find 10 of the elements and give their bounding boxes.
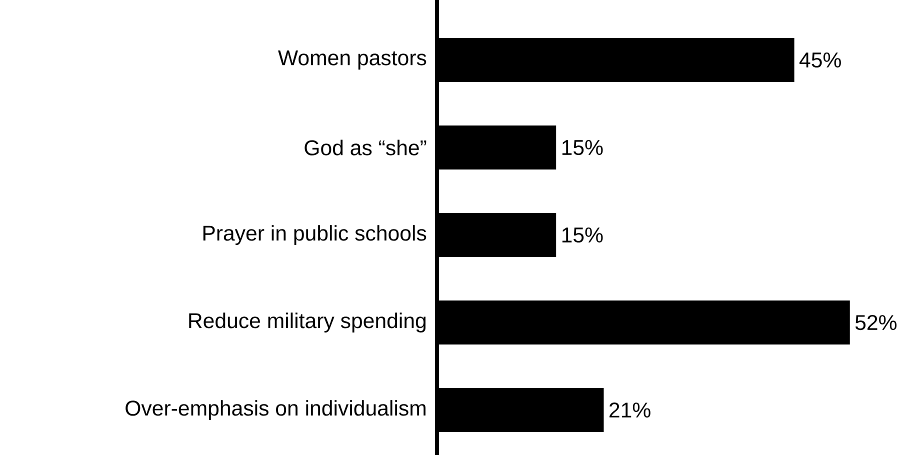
y-tick-label: Over-emphasis on individualism — [126, 400, 426, 420]
data-label: 15% — [562, 228, 603, 243]
data-label: 15% — [562, 140, 603, 156]
data-label: 45% — [799, 52, 841, 68]
y-tick-label: Prayer in public schools — [203, 225, 426, 245]
y-tick-label: Women pastors — [278, 50, 426, 70]
y-tick-label: Reduce military spending — [189, 312, 426, 332]
y-tick-label: God as “she” — [304, 140, 426, 156]
data-label: 21% — [610, 402, 650, 418]
data-label: 52% — [855, 314, 897, 330]
